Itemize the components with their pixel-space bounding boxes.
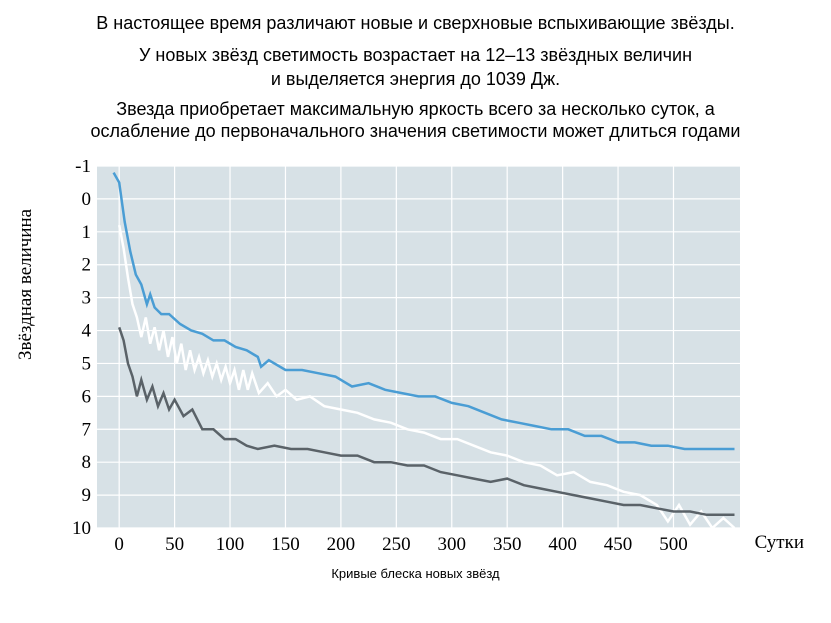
x-axis-label: Сутки: [755, 532, 804, 554]
x-tick-label: 400: [548, 534, 577, 555]
intro-line-2: У новых звёзд светимость возрастает на 1…: [0, 44, 831, 67]
plot-background: [97, 166, 740, 528]
x-tick-label: 300: [438, 534, 467, 555]
intro-line-4: Звезда приобретает максимальную яркость …: [0, 98, 831, 121]
x-tick-label: 450: [604, 534, 633, 555]
y-tick-label: 4: [82, 321, 92, 342]
y-tick-label: 10: [72, 518, 91, 539]
y-tick-label: 3: [82, 288, 92, 309]
y-tick-label: 1: [82, 222, 92, 243]
x-tick-label: 100: [216, 534, 245, 555]
y-tick-label: 0: [82, 189, 92, 210]
chart-container: Звёздная величина 0501001502002503003504…: [25, 160, 810, 560]
x-tick-label: 350: [493, 534, 522, 555]
y-tick-label: -1: [75, 160, 91, 177]
x-tick-label: 200: [327, 534, 356, 555]
x-tick-label: 250: [382, 534, 411, 555]
y-tick-label: 6: [82, 386, 92, 407]
x-tick-label: 500: [659, 534, 688, 555]
intro-line-1: В настоящее время различают новые и свер…: [0, 12, 831, 35]
y-tick-label: 2: [82, 255, 92, 276]
y-tick-label: 8: [82, 452, 92, 473]
y-tick-label: 7: [82, 419, 92, 440]
light-curve-chart: 0 50 100 150 200 250 300 350 400 450 500 -1 0 1 2 3 4 5 6 7…: [65, 160, 810, 560]
x-tick-label: 150: [271, 534, 300, 555]
x-tick-label: 0: [114, 534, 124, 555]
chart-caption: Кривые блеска новых звёзд: [0, 566, 831, 581]
intro-line-3: и выделяется энергия до 1039 Дж.: [0, 68, 831, 91]
intro-line-5: ослабление до первоначального значения с…: [0, 120, 831, 143]
y-axis-label: Звёздная величина: [15, 209, 37, 360]
y-tick-label: 5: [82, 353, 92, 374]
x-tick-label: 50: [165, 534, 184, 555]
y-tick-label: 9: [82, 485, 92, 506]
